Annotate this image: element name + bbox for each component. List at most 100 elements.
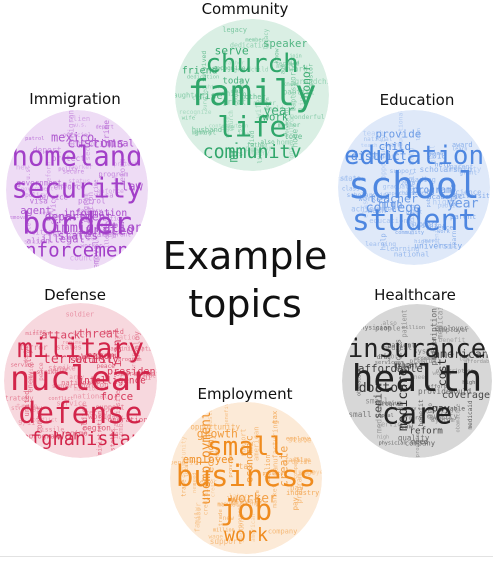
healthcare-small-word: quality xyxy=(398,434,430,443)
immigration-mid-word: department xyxy=(45,210,112,223)
defense-small-word: troop xyxy=(132,353,138,371)
healthcare-small-word: high xyxy=(462,380,475,386)
education-small-word: university xyxy=(414,241,462,250)
healthcare-small-word: obamacare xyxy=(455,404,461,433)
community-small-word: age xyxy=(220,123,235,132)
education-small-word: class xyxy=(361,196,370,218)
community-small-word: husband xyxy=(238,78,245,104)
immigration-small-word: visa xyxy=(30,197,48,206)
community-small-word: live xyxy=(297,92,306,111)
immigration-small-word: action xyxy=(102,216,124,223)
education-small-word: achievement xyxy=(395,190,431,196)
healthcare-small-word: program xyxy=(402,416,424,422)
education-mid-word: year xyxy=(447,196,479,211)
healthcare-small-word: afford xyxy=(379,352,403,360)
employment-mid-word: economic xyxy=(244,435,255,483)
defense-small-word: terror xyxy=(85,408,109,416)
immigration-small-word: status xyxy=(68,178,90,185)
immigration-mid-word: illegal xyxy=(41,233,85,245)
defense-small-word: combat xyxy=(35,406,44,434)
defense-small-word: strategy xyxy=(11,405,40,412)
defense-small-word: missile xyxy=(114,390,122,418)
employment-small-word: opportunity xyxy=(190,422,240,431)
education-small-word: grant xyxy=(459,171,477,177)
defense-small-word: conflict xyxy=(32,418,57,424)
employment-small-word: pay xyxy=(290,484,304,493)
education-small-word: scholarship xyxy=(420,165,473,174)
community-small-word: daughter xyxy=(175,90,203,99)
immigration-small-word: government xyxy=(17,178,62,187)
employment-small-word: credit xyxy=(203,493,210,515)
education-small-word: educational xyxy=(369,216,416,225)
healthcare-small-word: need xyxy=(414,374,429,381)
education-mid-word: program xyxy=(412,185,452,196)
community-small-word: born xyxy=(265,97,271,110)
education-small-word: reading xyxy=(406,175,436,184)
immigration-word-cloud: secure secure immigrant immigrant alien alien… xyxy=(6,110,148,270)
defense-word-cloud: national national iraq iraq administration ad… xyxy=(4,303,157,458)
community-small-word: join xyxy=(289,53,301,59)
education-small-word: community xyxy=(442,165,482,174)
defense-small-word: army xyxy=(69,374,84,381)
healthcare-mid-word: affordable xyxy=(358,362,423,375)
community-small-word: recognize xyxy=(179,109,212,116)
defense-mid-word: intelligence xyxy=(79,375,147,386)
immigration-small-word: policy xyxy=(58,167,78,173)
employment-small-word: industry xyxy=(286,489,319,497)
employment-small-word: american xyxy=(251,514,257,542)
education-small-word: university xyxy=(454,192,490,200)
community-small-word: grandchild xyxy=(233,68,268,74)
community-small-word: member xyxy=(254,100,277,107)
immigration-small-word: policy xyxy=(25,192,47,199)
education-mid-word: child xyxy=(378,140,411,153)
immigration-small-word: worker xyxy=(70,164,93,171)
employment-word-cloud: provide provide benefit benefit pay pay americ… xyxy=(170,402,322,554)
defense-big-word: afghanistan xyxy=(19,429,142,450)
defense-small-word: operation xyxy=(116,369,156,378)
community-small-word: wonderful xyxy=(290,114,325,121)
education-small-word: higher xyxy=(414,239,435,245)
healthcare-small-word: medical xyxy=(383,344,412,352)
healthcare-small-word: physician xyxy=(357,325,391,332)
defense-small-word: support xyxy=(52,384,77,390)
education-small-word: national xyxy=(394,250,430,259)
healthcare-small-word: would xyxy=(449,386,471,395)
healthcare-small-word: obamacare xyxy=(356,369,362,396)
defense-small-word: nation xyxy=(81,381,109,390)
immigration-mid-word: agent xyxy=(20,205,51,217)
education-word-cloud: parent parent university university learning… xyxy=(338,110,490,265)
community-small-word: dedication xyxy=(187,75,219,81)
community-small-word: mother xyxy=(241,93,266,101)
employment-small-word: support xyxy=(210,537,242,546)
immigration-small-word: illegally xyxy=(73,230,116,239)
defense-big-word: military xyxy=(17,334,144,364)
healthcare-word-cloud: medical medical medicaid medicaid obamacare o… xyxy=(342,304,492,458)
community-mid-word: mr. xyxy=(227,139,242,162)
education-small-word: parent xyxy=(450,163,474,171)
employment-small-word: provide xyxy=(283,458,311,466)
employment-small-word: million xyxy=(213,527,235,533)
immigration-mid-word: customs xyxy=(67,135,124,151)
defense-cloud-background xyxy=(4,303,157,458)
immigration-small-word: crime xyxy=(102,120,111,144)
immigration-mid-word: law xyxy=(121,180,143,194)
healthcare-mid-word: doctor xyxy=(359,381,406,396)
community-small-word: great xyxy=(222,97,246,106)
immigration-small-word: new xyxy=(16,163,30,172)
education-big-word: student xyxy=(352,203,476,237)
immigration-small-word: government xyxy=(21,186,54,192)
defense-mid-word: terrorist xyxy=(43,352,114,367)
healthcare-small-word: provider xyxy=(418,387,456,396)
education-small-word: learn xyxy=(452,147,467,153)
education-small-word: opportunity xyxy=(385,191,422,197)
employment-small-word: need xyxy=(214,447,220,460)
immigration-small-word: removal xyxy=(91,240,100,270)
education-small-word: skill xyxy=(430,145,436,163)
immigration-big-word: homeland xyxy=(12,142,143,173)
healthcare-small-word: patient xyxy=(401,309,409,337)
community-small-word: recognize xyxy=(213,65,246,72)
education-cloud-background xyxy=(338,110,490,265)
employment-small-word: company xyxy=(293,457,299,479)
immigration-small-word: detention xyxy=(54,213,87,220)
employment-cloud-background xyxy=(170,402,322,554)
